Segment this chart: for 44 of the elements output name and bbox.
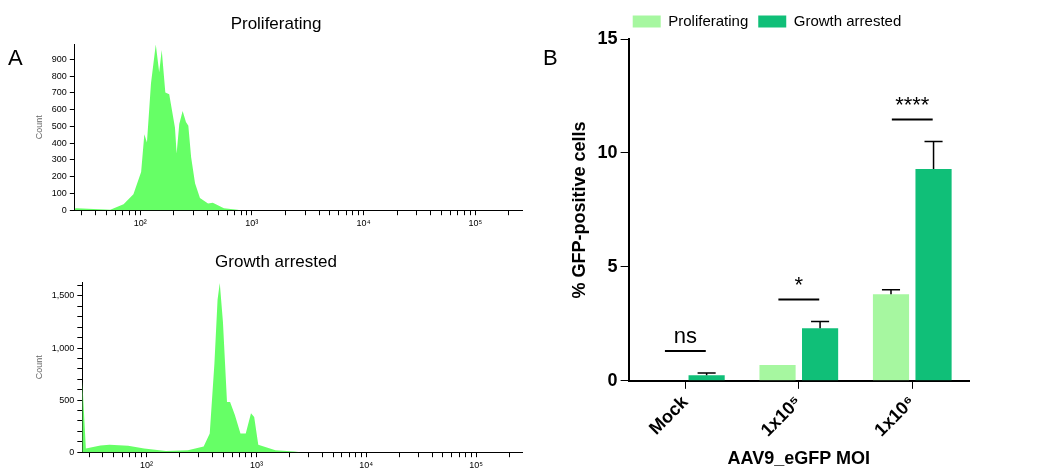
y-tick-label: 10 [597,141,618,162]
y-tick-label: 0 [61,204,67,215]
x-tick-label: 10⁵ [468,218,483,229]
y-tick-label: 1,500 [51,290,75,301]
y-tick-label: 200 [51,171,67,182]
x-axis-title: AAV9_eGFP MOI [727,448,870,469]
x-tick-label: 10⁴ [356,218,371,229]
y-tick-label: 300 [51,154,67,165]
y-axis-title: % GFP-positive cells [568,121,589,299]
y-tick-label: 900 [51,53,67,64]
y-tick-label: 1,000 [51,342,75,353]
y-tick-label: 700 [51,87,67,98]
chart-title: Growth arrested [215,251,337,271]
text: A [8,45,23,71]
legend-label: Growth arrested [793,11,902,29]
bar [688,375,725,381]
x-tick-label: 10⁵ [469,460,484,471]
y-tick-label: 15 [597,27,618,48]
legend-label: Proliferating [668,11,749,29]
x-tick-label: 10² [140,460,154,471]
annotation: ns [673,323,697,349]
bar [872,294,910,381]
y-tick-label: 5 [607,255,618,276]
annotation: **** [895,91,930,117]
y-tick-label: 0 [69,446,75,457]
chart-title: Proliferating [230,13,322,33]
bar [759,364,796,381]
y-tick-label: 800 [51,70,67,81]
bar [802,328,839,381]
annotation: * [794,271,804,297]
y-axis-title: Count [33,114,44,140]
x-tick-label: 10³ [249,460,263,471]
x-tick-label: 10² [133,218,147,229]
bar [915,168,952,381]
text: B [543,45,558,71]
y-tick-label: 600 [51,104,67,115]
y-tick-label: 0 [607,369,618,390]
y-tick-label: 400 [51,137,67,148]
y-tick-label: 500 [51,120,67,131]
y-axis-title: Count [33,354,44,380]
x-tick-label: 10³ [245,218,259,229]
y-tick-label: 100 [51,187,67,198]
y-tick-label: 500 [59,394,75,405]
x-tick-label: 10⁴ [359,460,374,471]
